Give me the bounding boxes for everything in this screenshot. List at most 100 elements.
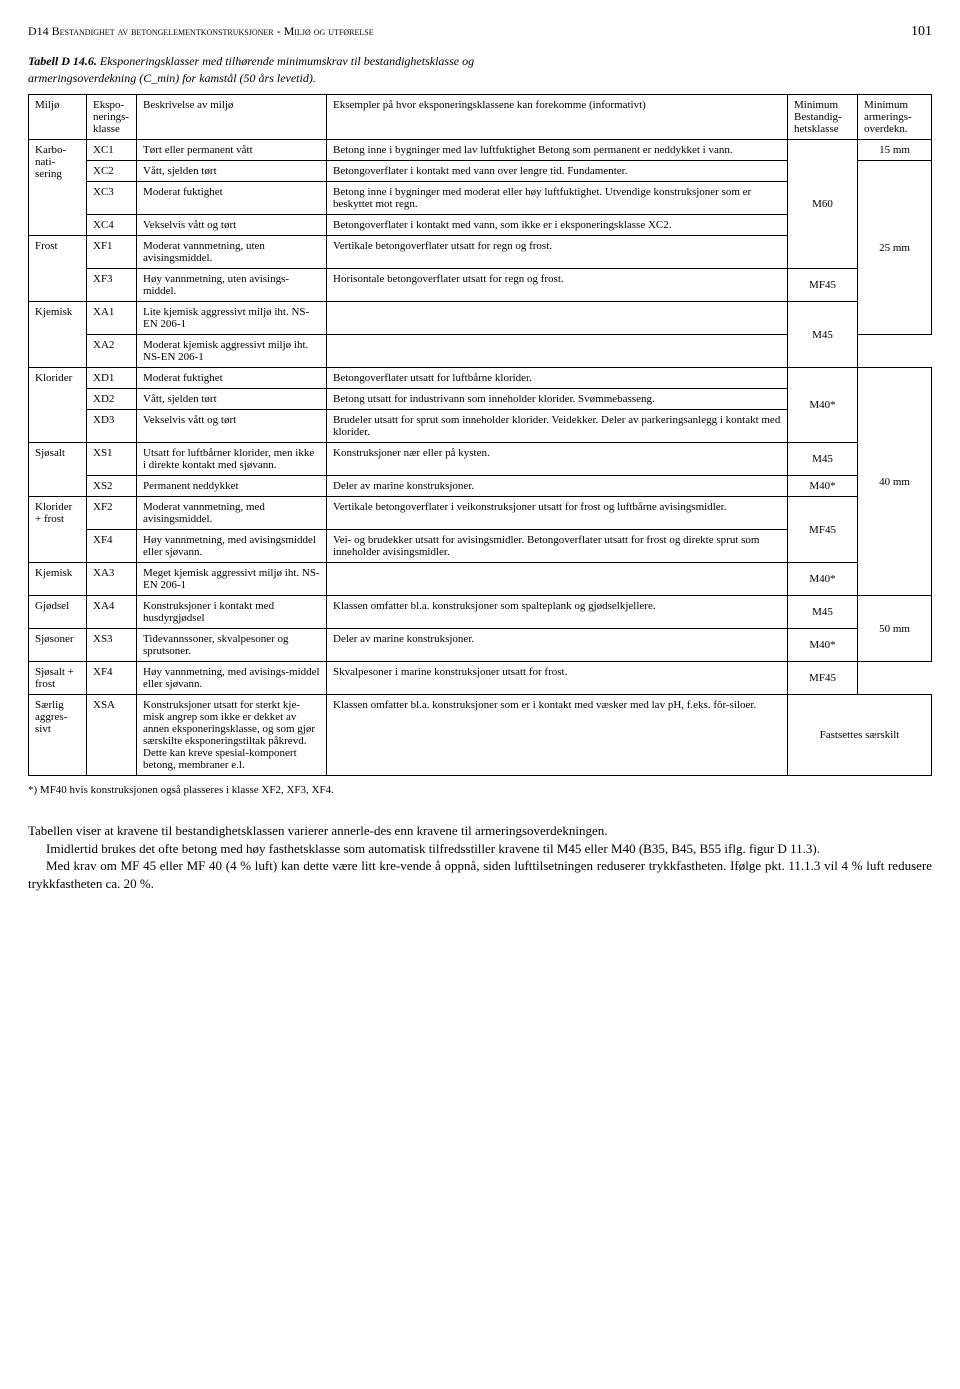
cell-env: Sjøsalt + frost	[29, 662, 87, 695]
header-page-number: 101	[911, 24, 932, 40]
cell-class: XF3	[87, 269, 137, 302]
cell-class: XC3	[87, 182, 137, 215]
cell-class: XF1	[87, 236, 137, 269]
cell-env: Kjemisk	[29, 563, 87, 596]
cell-desc: Konstruksjoner i kontakt med husdyrgjøds…	[137, 596, 327, 629]
table-title: Tabell D 14.6. Eksponeringsklasser med t…	[28, 54, 932, 69]
cell-desc: Vått, sjelden tørt	[137, 161, 327, 182]
cell-class: XF4	[87, 530, 137, 563]
body-para-3: Med krav om MF 45 eller MF 40 (4 % luft)…	[28, 857, 932, 892]
body-para-1: Tabellen viser at kravene til bestandigh…	[28, 822, 932, 840]
footnote: *) MF40 hvis konstruksjonen også plasser…	[28, 784, 932, 796]
cell-example: Betong inne i bygninger med lav luftfukt…	[327, 140, 788, 161]
cell-env: Kjemisk	[29, 302, 87, 368]
table-row: XF3Høy vannmetning, uten avisings-middel…	[29, 269, 932, 302]
table-title-rest: Eksponeringsklasser med tilhørende minim…	[100, 54, 474, 68]
cell-class: XF4	[87, 662, 137, 695]
cell-desc: Høy vannmetning, med avisings-middel ell…	[137, 662, 327, 695]
cell-min-bestandighet: Fastsettes særskilt	[788, 695, 932, 776]
body-para-2: Imidlertid brukes det ofte betong med hø…	[28, 840, 932, 858]
cell-example: Betongoverflater i kontakt med vann, som…	[327, 215, 788, 236]
cell-env: Karbo-nati-sering	[29, 140, 87, 236]
cell-desc: Høy vannmetning, med avisingsmiddel elle…	[137, 530, 327, 563]
cell-min-bestandighet: M40*	[788, 629, 858, 662]
cell-class: XA2	[87, 335, 137, 368]
cell-class: XA3	[87, 563, 137, 596]
table-body: Karbo-nati-seringXC1Tørt eller permanent…	[29, 140, 932, 776]
cell-env: Klorider	[29, 368, 87, 443]
cell-env: Særlig aggres-sivt	[29, 695, 87, 776]
cell-example: Horisontale betongoverflater utsatt for …	[327, 269, 788, 302]
cell-desc: Utsatt for luftbårner klorider, men ikke…	[137, 443, 327, 476]
th-min1: Minimum Bestandig-hetsklasse	[788, 95, 858, 140]
cell-desc: Vekselvis vått og tørt	[137, 215, 327, 236]
table-header-row: Miljø Ekspo-nerings-klasse Beskrivelse a…	[29, 95, 932, 140]
cell-desc: Permanent neddykket	[137, 476, 327, 497]
body-text: Tabellen viser at kravene til bestandigh…	[28, 822, 932, 892]
cell-desc: Vekselvis vått og tørt	[137, 410, 327, 443]
cell-example: Skvalpesoner i marine konstruksjoner uts…	[327, 662, 788, 695]
cell-example: Vertikale betongoverflater utsatt for re…	[327, 236, 788, 269]
cell-example: Vei- og brudekker utsatt for avisingsmid…	[327, 530, 788, 563]
cell-min-bestandighet: M60	[788, 140, 858, 269]
cell-example: Vertikale betongoverflater i veikonstruk…	[327, 497, 788, 530]
cell-desc: Høy vannmetning, uten avisings-middel.	[137, 269, 327, 302]
table-row: Særlig aggres-sivtXSAKonstruksjoner utsa…	[29, 695, 932, 776]
cell-example: Betongoverflater utsatt for luftbårne kl…	[327, 368, 788, 389]
table-row: GjødselXA4Konstruksjoner i kontakt med h…	[29, 596, 932, 629]
table-row: KloriderXD1Moderat fuktighetBetongoverfl…	[29, 368, 932, 389]
table-row: Klorider + frostXF2Moderat vannmetning, …	[29, 497, 932, 530]
cell-desc: Tidevannssoner, skvalpesoner og sprutson…	[137, 629, 327, 662]
cell-class: XC2	[87, 161, 137, 182]
th-min2: Minimum armerings-overdekn.	[858, 95, 932, 140]
cell-class: XS2	[87, 476, 137, 497]
th-env: Miljø	[29, 95, 87, 140]
table-subtitle: armeringsoverdekning (C_min) for kamstål…	[28, 71, 932, 86]
table-row: Sjøsalt + frostXF4Høy vannmetning, med a…	[29, 662, 932, 695]
cell-desc: Moderat kjemisk aggressivt miljø iht. NS…	[137, 335, 327, 368]
cell-min-bestandighet: MF45	[788, 497, 858, 563]
header-left: D14 Bestandighet av betongelementkonstru…	[28, 24, 374, 40]
cell-example: Betongoverflater i kontakt med vann over…	[327, 161, 788, 182]
table-row: XS2Permanent neddykketDeler av marine ko…	[29, 476, 932, 497]
cell-example: Brudeler utsatt for sprut som inneholder…	[327, 410, 788, 443]
cell-desc: Vått, sjelden tørt	[137, 389, 327, 410]
cell-class: XD1	[87, 368, 137, 389]
cell-class: XSA	[87, 695, 137, 776]
exposure-table: Miljø Ekspo-nerings-klasse Beskrivelse a…	[28, 94, 932, 776]
cell-class: XD2	[87, 389, 137, 410]
page-header: D14 Bestandighet av betongelementkonstru…	[28, 24, 932, 40]
cell-min-bestandighet: M45	[788, 443, 858, 476]
table-row: Karbo-nati-seringXC1Tørt eller permanent…	[29, 140, 932, 161]
cell-env: Frost	[29, 236, 87, 302]
cell-example: Konstruksjoner nær eller på kysten.	[327, 443, 788, 476]
cell-min-bestandighet: M40*	[788, 563, 858, 596]
cell-example	[327, 563, 788, 596]
cell-example: Deler av marine konstruksjoner.	[327, 476, 788, 497]
cell-class: XC1	[87, 140, 137, 161]
cell-class: XF2	[87, 497, 137, 530]
cell-min-bestandighet: MF45	[788, 662, 858, 695]
cell-example	[327, 335, 788, 368]
cell-desc: Meget kjemisk aggressivt miljø iht. NS-E…	[137, 563, 327, 596]
cell-desc: Konstruksjoner utsatt for sterkt kje-mis…	[137, 695, 327, 776]
cell-env: Sjøsoner	[29, 629, 87, 662]
cell-class: XD3	[87, 410, 137, 443]
cell-min-bestandighet: M45	[788, 302, 858, 368]
cell-class: XS1	[87, 443, 137, 476]
table-row: SjøsonerXS3Tidevannssoner, skvalpesoner …	[29, 629, 932, 662]
cell-example: Klassen omfatter bl.a. konstruksjoner so…	[327, 695, 788, 776]
cell-min-bestandighet: M40*	[788, 368, 858, 443]
cell-class: XA4	[87, 596, 137, 629]
cell-min-overdekn: 15 mm	[858, 140, 932, 161]
cell-min-bestandighet: M40*	[788, 476, 858, 497]
cell-min-overdekn: 25 mm	[858, 161, 932, 335]
table-row: KjemiskXA1Lite kjemisk aggressivt miljø …	[29, 302, 932, 335]
cell-min-overdekn: 40 mm	[858, 368, 932, 596]
cell-example	[327, 302, 788, 335]
cell-desc: Tørt eller permanent vått	[137, 140, 327, 161]
cell-desc: Moderat vannmetning, uten avisingsmiddel…	[137, 236, 327, 269]
cell-desc: Moderat fuktighet	[137, 368, 327, 389]
cell-desc: Moderat fuktighet	[137, 182, 327, 215]
cell-example: Betong inne i bygninger med moderat elle…	[327, 182, 788, 215]
